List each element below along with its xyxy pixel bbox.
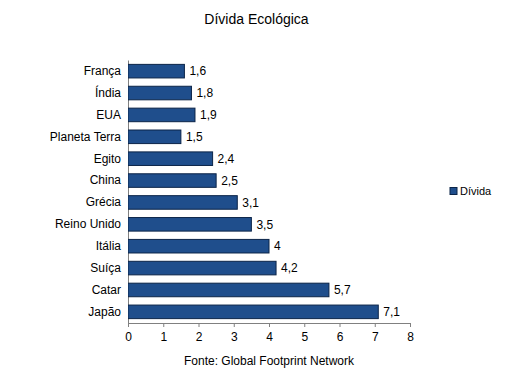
x-tick: 3 xyxy=(231,323,238,344)
bar xyxy=(128,239,269,253)
bar xyxy=(128,152,213,166)
x-tick-mark xyxy=(199,323,200,327)
y-tick: Grécia xyxy=(86,195,122,209)
y-tick-label: Planeta Terra xyxy=(50,130,121,144)
data-label: 3,5 xyxy=(256,218,273,232)
legend: Dívida xyxy=(450,185,492,197)
x-tick-mark xyxy=(234,323,235,327)
x-tick-label: 2 xyxy=(196,330,203,344)
y-tick-label: China xyxy=(90,173,122,187)
x-tick-label: 4 xyxy=(266,330,273,344)
title: Dívida Ecológica xyxy=(204,11,308,27)
x-axis: 0 1 2 3 4 5 6 7 8 xyxy=(125,323,414,344)
y-tick: Reino Unido xyxy=(55,217,121,231)
y-tick-label: Reino Unido xyxy=(55,217,121,231)
x-tick-mark xyxy=(410,323,411,327)
y-tick: EUA xyxy=(96,108,121,122)
y-tick: Suíça xyxy=(90,261,121,275)
x-tick-label: 3 xyxy=(231,330,238,344)
x-tick: 8 xyxy=(407,323,414,344)
x-tick-label: 0 xyxy=(125,330,132,344)
legend-swatch xyxy=(450,188,457,195)
x-tick: 6 xyxy=(337,323,344,344)
data-label: 4,2 xyxy=(281,261,298,275)
y-axis: França Índia EUA Planeta Terra Egito China Gré… xyxy=(50,61,129,324)
bars xyxy=(128,64,378,318)
y-tick: Índia xyxy=(95,85,121,100)
y-tick: França xyxy=(84,64,122,78)
x-tick: 1 xyxy=(160,323,167,344)
x-tick: 5 xyxy=(301,323,308,344)
y-tick-label: Egito xyxy=(94,152,122,166)
x-tick-mark xyxy=(304,323,305,327)
data-label: 4 xyxy=(274,239,281,253)
y-tick-label: Índia xyxy=(95,85,121,100)
bar xyxy=(128,86,191,100)
y-tick: Catar xyxy=(92,283,121,297)
x-tick-mark xyxy=(128,323,129,327)
data-label: 2,4 xyxy=(218,152,235,166)
x-tick: 2 xyxy=(196,323,203,344)
x-tick: 0 xyxy=(125,323,132,344)
legend-label: Dívida xyxy=(460,185,492,197)
x-tick-mark xyxy=(340,323,341,327)
background xyxy=(0,0,513,373)
x-tick: 7 xyxy=(372,323,379,344)
data-label: 2,5 xyxy=(221,174,238,188)
data-label: 1,8 xyxy=(196,86,213,100)
data-label: 1,5 xyxy=(186,130,203,144)
bar xyxy=(128,130,181,144)
bar xyxy=(128,64,184,78)
x-tick-label: 7 xyxy=(372,330,379,344)
x-tick-label: 1 xyxy=(160,330,167,344)
data-label: 1,6 xyxy=(189,64,206,78)
x-tick-label: 5 xyxy=(301,330,308,344)
y-tick: Planeta Terra xyxy=(50,130,121,144)
data-label: 7,1 xyxy=(383,305,400,319)
data-label: 3,1 xyxy=(242,196,259,210)
y-tick-label: Grécia xyxy=(86,195,122,209)
y-tick-label: Itália xyxy=(96,239,122,253)
y-tick-label: Japão xyxy=(88,305,121,319)
y-tick-label: França xyxy=(84,64,122,78)
x-axis-title: Fonte: Global Footprint Network xyxy=(184,354,355,368)
y-tick: Japão xyxy=(88,305,121,319)
x-tick-label: 8 xyxy=(407,330,414,344)
y-tick: Egito xyxy=(94,152,122,166)
x-axis-line xyxy=(129,324,411,328)
y-tick: Itália xyxy=(96,239,122,253)
y-tick-label: Suíça xyxy=(90,261,121,275)
x-tick: 4 xyxy=(266,323,273,344)
bar xyxy=(128,108,195,122)
data-label: 5,7 xyxy=(334,283,351,297)
plot: 0 1 2 3 4 5 6 7 8 França Índia EUA Planeta Terra Egit… xyxy=(50,61,414,344)
bar xyxy=(128,218,251,232)
bar xyxy=(128,305,378,319)
data-label: 1,9 xyxy=(200,108,217,122)
bar xyxy=(128,174,216,188)
x-tick-mark xyxy=(375,323,376,327)
bar xyxy=(128,196,237,210)
x-tick-label: 6 xyxy=(337,330,344,344)
x-tick-mark xyxy=(163,323,164,327)
bar xyxy=(128,261,276,275)
data-labels: 1,6 1,8 1,9 1,5 2,4 2,5 3,1 3,544,2 5,7 7,1 xyxy=(186,64,400,319)
y-tick-label: Catar xyxy=(92,283,121,297)
y-tick: China xyxy=(90,173,122,187)
bar xyxy=(128,283,329,297)
y-tick-label: EUA xyxy=(96,108,121,122)
x-tick-mark xyxy=(269,323,270,327)
chart: Dívida Ecológica 0 1 2 3 4 5 6 7 8 França Índia EUA P… xyxy=(0,0,513,373)
